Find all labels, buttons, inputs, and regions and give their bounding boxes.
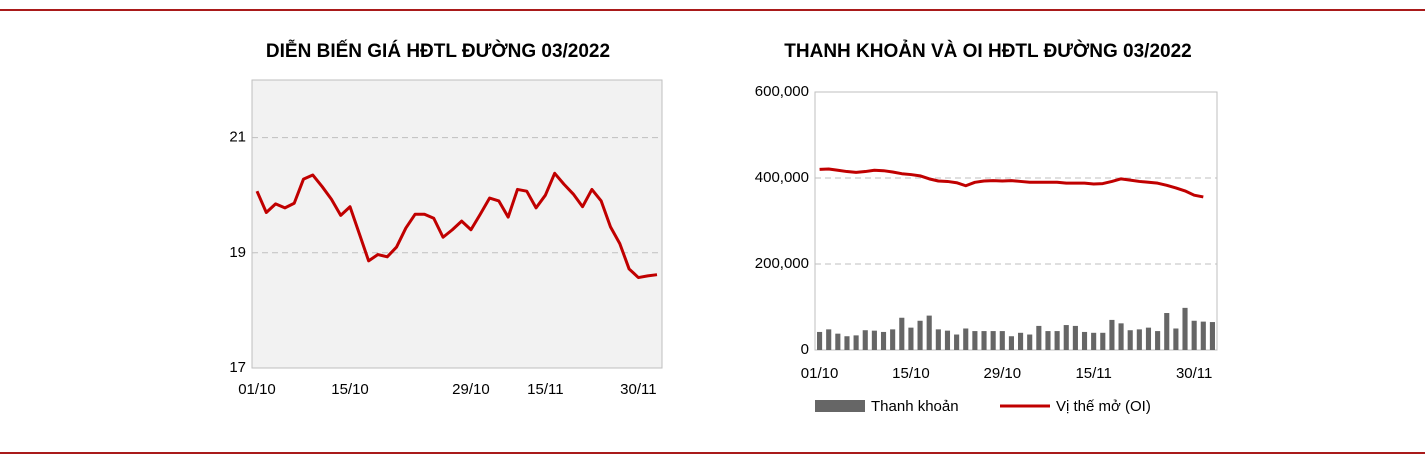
volume-bar [899,317,905,350]
volume-bar [954,334,960,350]
volume-bar [1200,321,1206,350]
volume-bar [826,329,832,350]
x-tick-label: 30/11 [620,381,656,398]
volume-bar [1054,331,1060,350]
volume-bar [972,331,978,350]
volume-bar [890,329,896,350]
volume-bar [963,328,969,350]
volume-bar [944,330,951,350]
x-tick-label: 15/10 [331,381,369,398]
price-line [255,171,658,280]
volume-bar [1045,331,1051,350]
chart-title: THANH KHOẢN VÀ OI HĐTL ĐƯỜNG 03/2022 [784,40,1191,62]
volume-bar [1136,329,1142,350]
volume-bar [1209,322,1215,350]
volume-bar [1036,325,1042,350]
x-tick-label: 29/10 [452,381,490,398]
volume-bar [981,331,987,350]
x-tick-label: 29/10 [984,365,1022,382]
y-tick-label: 400,000 [755,169,809,186]
volume-bar [1127,330,1133,350]
volume-bar [1027,334,1033,350]
volume-bar [1145,327,1152,350]
volume-bar [999,331,1005,350]
y-tick-label: 200,000 [755,255,809,272]
volume-bar [1018,332,1024,350]
x-tick-label: 01/10 [801,365,839,382]
volume-bar [1173,328,1179,350]
volume-bar [1118,323,1124,350]
volume-bar [817,331,823,350]
y-tick-label: 17 [229,359,246,376]
x-tick-label: 30/11 [1176,365,1212,382]
volume-bar [1155,331,1161,350]
x-tick-label: 15/10 [892,365,930,382]
legend-label: Vị thế mở (OI) [1056,398,1151,415]
volume-bar [862,330,868,350]
volume-bar [880,331,887,350]
volume-bar [1091,332,1097,350]
x-tick-label: 15/11 [527,381,563,398]
volume-bar [1008,336,1014,350]
volume-bar [1164,313,1170,350]
legend-label: Thanh khoản [871,398,959,415]
x-tick-label: 15/11 [1075,365,1111,382]
volume-bar [935,329,941,350]
volume-bar [871,330,877,350]
volume-bar [1072,325,1078,350]
volume-bar [1182,307,1188,350]
volume-bar [1063,325,1069,350]
y-tick-label: 19 [229,244,246,261]
plot-area [814,91,1218,351]
x-tick-label: 01/10 [238,381,276,398]
chart-title: DIỄN BIẾN GIÁ HĐTL ĐƯỜNG 03/2022 [266,40,610,62]
y-tick-label: 600,000 [755,83,809,100]
volume-bar [990,331,996,350]
y-tick-label: 21 [229,129,246,146]
volume-bar [853,335,859,350]
legend-swatch [815,400,865,412]
volume-bar [1081,331,1088,350]
volume-bar [1100,332,1106,350]
volume-bar [1191,320,1197,350]
volume-bar [926,315,932,350]
volume-bar [844,336,850,350]
oi-line [819,167,1204,199]
volume-bar [835,333,841,350]
volume-bar [1109,319,1115,350]
volume-bar [908,327,914,350]
volume-bar [917,320,923,350]
y-tick-label: 0 [801,341,809,358]
